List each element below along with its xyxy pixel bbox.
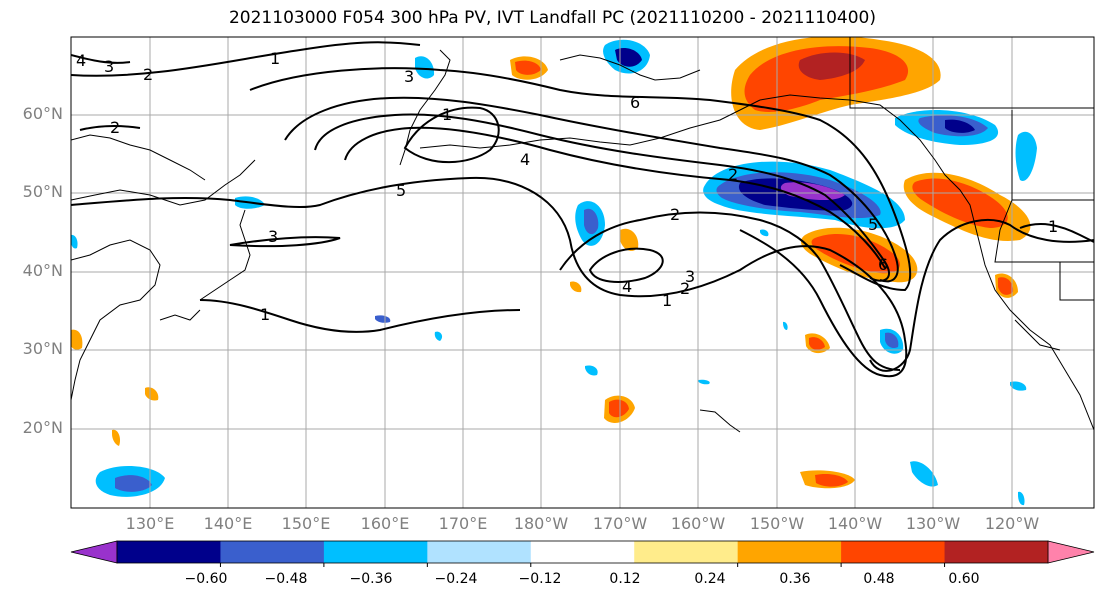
- contour-label: 3: [685, 267, 695, 286]
- contour-label: 4: [622, 277, 632, 296]
- contour-label: 2: [728, 165, 738, 184]
- lat-label: 50°N: [22, 182, 63, 201]
- contour-label: 1: [442, 105, 452, 124]
- colorbar-tick-label: −0.24: [434, 571, 478, 587]
- contour-label: 1: [260, 305, 270, 324]
- map-area: [71, 37, 1094, 508]
- lon-label: 160°W: [670, 514, 726, 533]
- lon-label: 130°E: [125, 514, 175, 533]
- lon-label: 130°W: [905, 514, 961, 533]
- contour-label: 3: [268, 227, 278, 246]
- contour-label: 1: [270, 49, 280, 68]
- lat-label: 40°N: [22, 261, 63, 280]
- contour-label: 2: [143, 65, 153, 84]
- coastlines: [71, 37, 1094, 433]
- lon-label: 140°E: [203, 514, 253, 533]
- contour-label: 4: [520, 150, 530, 169]
- ivt-pc-shading: [71, 37, 1037, 506]
- colorbar-tick-label: 0.24: [694, 571, 726, 587]
- contour-label: 6: [630, 93, 640, 112]
- lon-label: 150°W: [749, 514, 805, 533]
- colorbar-tick-label: 0.48: [863, 571, 895, 587]
- pv-contours: [71, 41, 1094, 378]
- lat-label: 30°N: [22, 339, 63, 358]
- contour-label: 2: [110, 118, 120, 137]
- lat-label: 60°N: [22, 104, 63, 123]
- contour-label: 6: [878, 255, 888, 274]
- contour-labels: 1 2 3 4 5 6 1 2 3 4 5 6 1 2 3 4 1 2 2 3 …: [76, 49, 1058, 324]
- colorbar: [70, 540, 1095, 567]
- lat-label: 20°N: [22, 418, 63, 437]
- colorbar-cell: [737, 541, 842, 563]
- lon-label: 140°W: [827, 514, 883, 533]
- lon-label: 120°W: [984, 514, 1040, 533]
- map-frame: [70, 36, 1095, 509]
- colorbar-extend-max: [1047, 540, 1095, 564]
- colorbar-cell: [841, 541, 946, 563]
- colorbar-cell: [117, 541, 221, 563]
- contour-label: 1: [662, 291, 672, 310]
- colorbar-cell: [530, 541, 635, 563]
- colorbar-tick-label: −0.12: [518, 571, 562, 587]
- contour-label: 5: [868, 215, 878, 234]
- contour-label: 4: [76, 51, 86, 70]
- colorbar-cell: [323, 541, 428, 563]
- contour-label: 2: [670, 205, 680, 224]
- lon-label: 150°E: [281, 514, 331, 533]
- contour-label: 3: [404, 67, 414, 86]
- colorbar-tick-label: −0.60: [184, 571, 228, 587]
- colorbar-cell: [634, 541, 739, 563]
- lon-label: 170°E: [438, 514, 488, 533]
- lon-label: 170°W: [592, 514, 648, 533]
- colorbar-tick-label: −0.36: [349, 571, 393, 587]
- colorbar-extend-min: [70, 540, 118, 564]
- colorbar-tick-label: 0.12: [609, 571, 641, 587]
- colorbar-tick-label: −0.48: [264, 571, 308, 587]
- map-title: 2021103000 F054 300 hPa PV, IVT Landfall…: [228, 8, 876, 28]
- lon-label: 180°W: [513, 514, 569, 533]
- colorbar-cell: [944, 541, 1049, 563]
- colorbar-cell: [220, 541, 325, 563]
- contour-label: 2: [680, 279, 690, 298]
- contour-label: 5: [396, 181, 406, 200]
- contour-label: 1: [1048, 217, 1058, 236]
- contour-label: 3: [104, 57, 114, 76]
- colorbar-tick-label: 0.36: [779, 571, 811, 587]
- lon-label: 160°E: [360, 514, 410, 533]
- graticule: [71, 37, 1094, 508]
- colorbar-cell: [427, 541, 532, 563]
- colorbar-tick-label: 0.60: [948, 571, 980, 587]
